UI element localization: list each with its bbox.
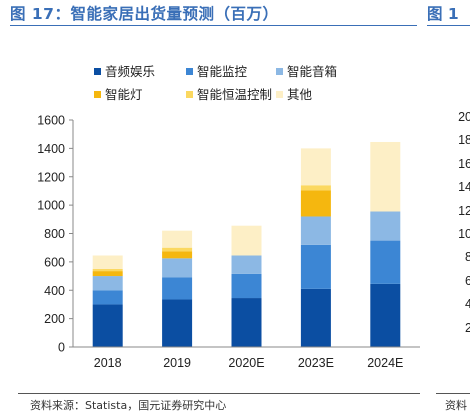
x-tick-label: 2018: [94, 356, 122, 370]
legend-item-audio: 音频娱乐: [94, 61, 155, 80]
y-tick-label: 1600: [37, 114, 65, 128]
bar-segment: [92, 290, 123, 305]
bar-segment: [300, 190, 331, 217]
bar-segment: [231, 225, 262, 256]
bar-segment: [162, 299, 193, 347]
y-tick-label: 800: [44, 227, 65, 241]
legend-swatch: [276, 91, 283, 98]
bar-segment: [162, 258, 193, 278]
y-tick-label: 1000: [37, 199, 65, 213]
y-tick-label: 200: [44, 312, 65, 326]
y-tick-label: 0: [58, 341, 65, 355]
bar-segment: [92, 271, 123, 277]
x-tick-label: 2024E: [367, 356, 403, 370]
legend-swatch: [94, 91, 101, 98]
bar-segment: [370, 211, 401, 241]
legend-swatch: [94, 68, 101, 75]
source-note: 资料来源：Statista，国元证券研究中心: [30, 399, 227, 412]
next-footer-rule: [436, 393, 470, 394]
y-tick-label: 1200: [37, 170, 65, 184]
bar-segment: [300, 288, 331, 347]
y-tick-label: 600: [44, 255, 65, 269]
bar-segment: [162, 251, 193, 259]
bar-segment: [370, 283, 401, 347]
legend-label: 智能恒温控制: [197, 87, 273, 102]
bar-segment: [300, 216, 331, 245]
bar-segment: [92, 268, 123, 272]
legend-swatch: [276, 68, 283, 75]
legend-item-lighting: 智能灯: [94, 84, 143, 103]
bar-segment: [162, 230, 193, 248]
y-tick-label: 1400: [37, 142, 65, 156]
next-figure-title: 图 1: [427, 5, 459, 23]
next-chart-tick-label: 6: [465, 273, 470, 288]
x-tick-label: 2019: [163, 356, 191, 370]
next-chart-tick-label: 2: [465, 320, 470, 335]
legend-item-speaker: 智能音箱: [276, 61, 337, 80]
y-tick-label: 400: [44, 284, 65, 298]
next-chart-tick-label: 4: [465, 297, 470, 312]
bar-segment: [92, 276, 123, 291]
legend-swatch: [186, 68, 193, 75]
bar-segment: [92, 304, 123, 347]
x-tick-label: 2020E: [228, 356, 264, 370]
title-rule: [10, 25, 417, 26]
bar-segment: [231, 255, 262, 274]
legend-label: 音频娱乐: [105, 64, 156, 79]
bar-segment: [162, 277, 193, 300]
next-chart-tick-label: 10: [458, 227, 470, 241]
legend-label: 其他: [287, 87, 313, 102]
bar-segment: [370, 141, 401, 212]
legend-item-other: 其他: [276, 84, 312, 103]
bar-segment: [370, 240, 401, 284]
legend-item-surveillance: 智能监控: [186, 61, 247, 80]
x-tick-label: 2023E: [298, 356, 334, 370]
bar-segment: [300, 244, 331, 289]
next-chart-tick-label: 14: [458, 180, 470, 195]
next-chart-tick-label: 12: [458, 203, 470, 218]
next-title-rule: [427, 25, 470, 26]
bar-segment: [300, 148, 331, 186]
next-source-note: 资料: [445, 399, 467, 412]
bar-segment: [162, 247, 193, 252]
bar-segment: [300, 185, 331, 191]
legend-label: 智能监控: [197, 64, 248, 79]
bar-segment: [231, 298, 262, 347]
legend-label: 智能灯: [105, 87, 143, 102]
next-chart-tick-label: 20: [458, 110, 470, 124]
legend-item-thermostat: 智能恒温控制: [186, 84, 272, 103]
figure-title: 图 17：智能家居出货量预测（百万）: [10, 5, 279, 23]
legend-swatch: [186, 91, 193, 98]
footer-rule: [18, 393, 420, 394]
next-chart-tick-label: 8: [465, 250, 470, 265]
bar-segment: [231, 273, 262, 299]
next-chart-tick-label: 16: [458, 156, 470, 171]
legend-label: 智能音箱: [287, 64, 338, 79]
bar-segment: [92, 255, 123, 269]
next-chart-tick-label: 18: [458, 133, 470, 148]
